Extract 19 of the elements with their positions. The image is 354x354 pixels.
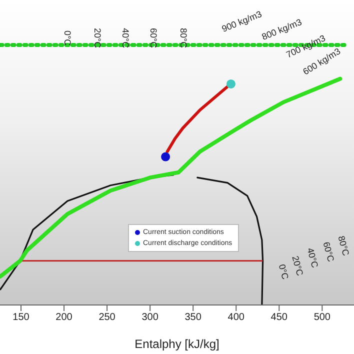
annotation: 20°C	[92, 28, 103, 49]
x-tick-label: 250	[98, 312, 116, 324]
x-axis-title: Entalphy [kJ/kg]	[134, 337, 220, 351]
annotation: 80°C	[178, 28, 189, 49]
x-tick-label: 150	[12, 312, 30, 324]
annotation: 20°C	[290, 254, 306, 278]
x-tick-label: 300	[142, 312, 159, 324]
annotation: 80°C	[336, 234, 352, 258]
annotation: 0°C	[276, 263, 291, 281]
annotation: 0°C	[62, 30, 73, 46]
annotation: 40°C	[120, 28, 131, 49]
x-tick-label: 400	[228, 312, 245, 324]
annotation: 60°C	[321, 240, 336, 264]
x-tick-label: 350	[184, 312, 202, 324]
x-tick-label: 450	[270, 312, 288, 324]
x-tick-label: 200	[56, 312, 73, 324]
annotation: 40°C	[305, 246, 320, 270]
annotation: 60°C	[148, 28, 159, 49]
x-tick-label: 500	[314, 312, 331, 324]
